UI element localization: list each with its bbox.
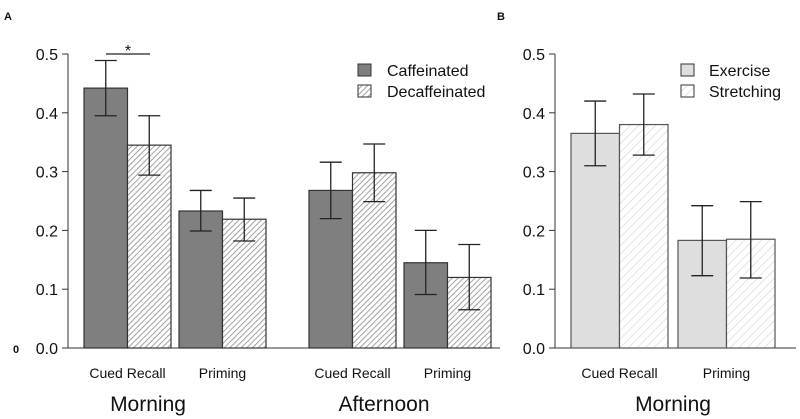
bar-exercise-0	[570, 132, 621, 349]
category-label: Priming	[424, 365, 471, 381]
category-label: Cued Recall	[581, 365, 657, 381]
y-tick-label: 0.0	[36, 341, 58, 358]
y-tick-label: 0.1	[36, 282, 58, 299]
legend-swatch-caffeinated	[357, 63, 372, 77]
stray-zero-label: 0	[13, 344, 19, 356]
bar-decaffeinated-0	[126, 144, 172, 349]
legend-swatch-stretching	[680, 84, 695, 98]
panel-label-a: A	[4, 11, 12, 23]
y-tick-label: 0.0	[523, 341, 545, 358]
y-tick-label: 0.5	[523, 47, 545, 64]
y-tick-label: 0.3	[523, 165, 545, 182]
significance-star: *	[125, 43, 131, 60]
y-tick-label: 0.3	[36, 165, 58, 182]
legend-swatch-decaffeinated	[357, 84, 372, 98]
bar-stretching-0	[618, 123, 669, 349]
legend-swatch-exercise	[680, 63, 695, 77]
y-tick-label: 0.2	[523, 223, 545, 240]
y-tick-label: 0.2	[36, 223, 58, 240]
category-label: Cued Recall	[89, 365, 165, 381]
legend-label: Stretching	[709, 84, 781, 101]
category-label: Priming	[703, 365, 750, 381]
y-tick-label: 0.4	[36, 106, 58, 123]
y-tick-label: 0.1	[523, 282, 545, 299]
group-label: Afternoon	[338, 393, 429, 416]
category-label: Cued Recall	[314, 365, 390, 381]
y-tick-label: 0.4	[523, 106, 545, 123]
group-label: Morning	[635, 393, 711, 416]
group-label: Morning	[110, 393, 186, 416]
y-tick-label: 0.5	[36, 47, 58, 64]
category-label: Priming	[199, 365, 246, 381]
legend-label: Decaffeinated	[387, 84, 485, 101]
bar-caffeinated-0	[83, 87, 129, 349]
legend-label: Caffeinated	[387, 63, 469, 80]
legend-label: Exercise	[709, 63, 770, 80]
panel-label-b: B	[497, 11, 505, 23]
